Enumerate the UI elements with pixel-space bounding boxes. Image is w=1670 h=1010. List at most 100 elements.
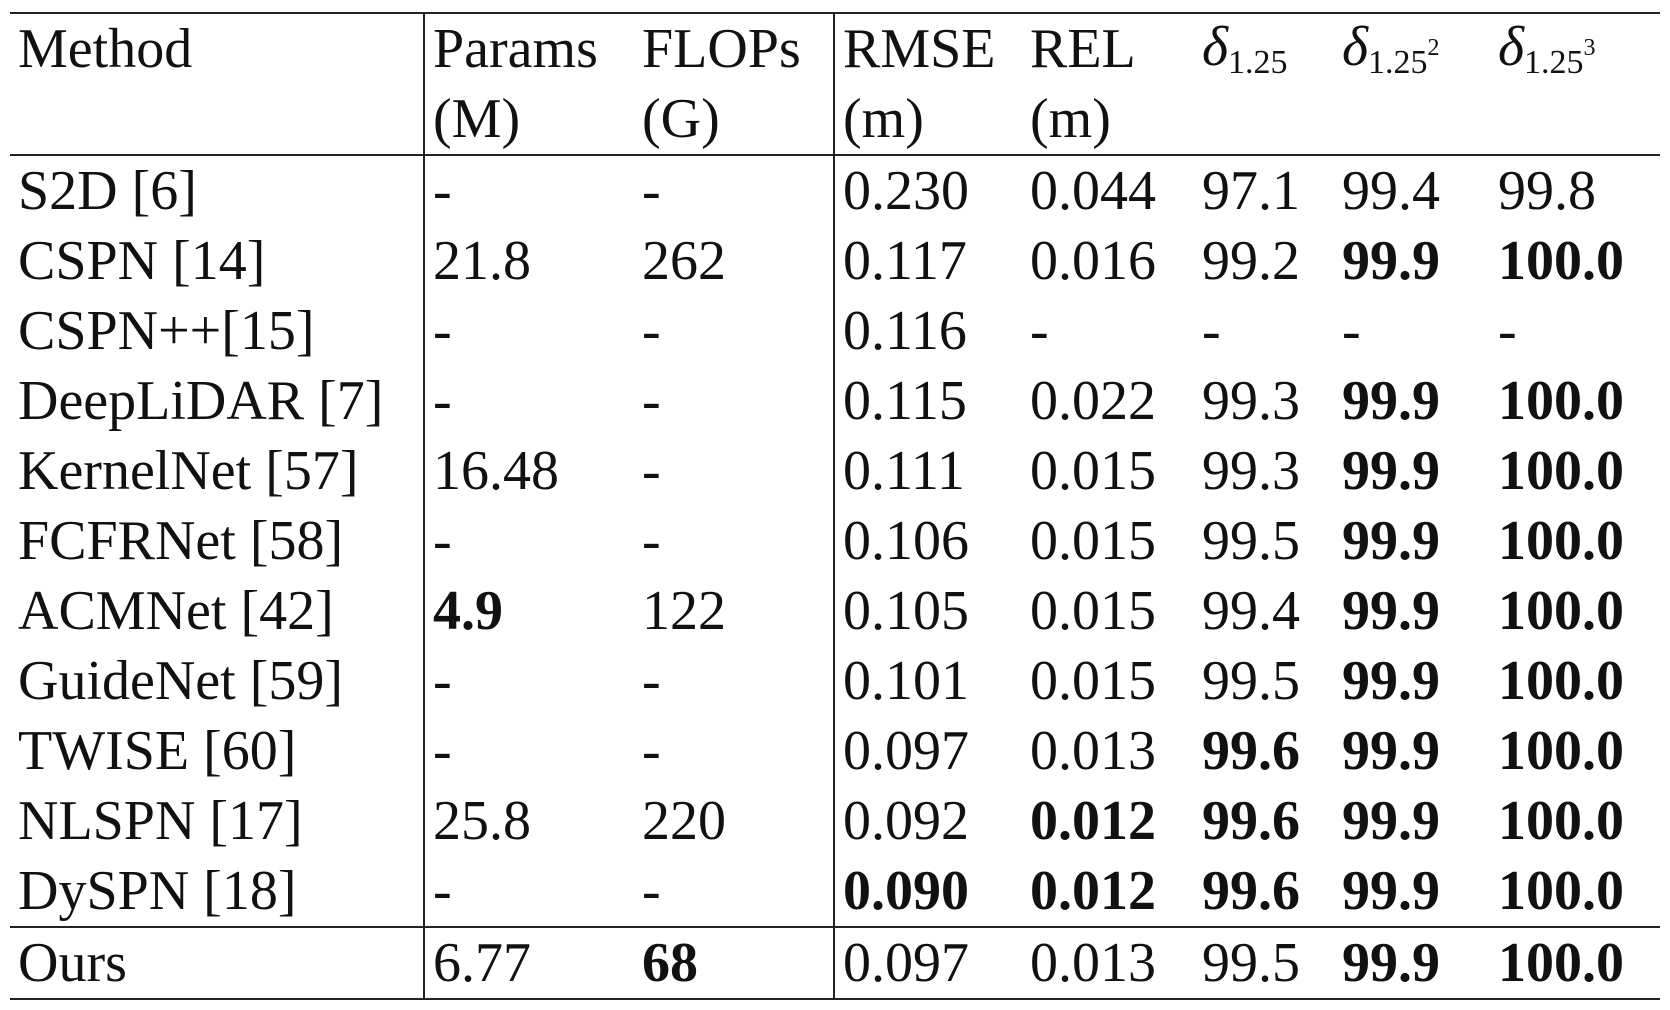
table-row: S2D [6] - - 0.230 0.044 97.1 99.4 99.8 [10,155,1660,226]
header-method: Method [18,18,193,80]
delta-symbol: δ [1342,15,1369,78]
cell-delta-3: 100.0 [1498,932,1624,994]
cell-rmse: 0.115 [833,366,1022,436]
delta-1-subscript: 1.25 [1228,43,1288,81]
cell-delta-1: - [1202,300,1221,362]
delta-3-subscript: 1.253 [1524,36,1596,81]
cell-method: NLSPN [17] [18,790,303,852]
cell-delta-3: 100.0 [1498,230,1624,292]
cell-rel: 0.013 [1030,932,1156,994]
header-rmse-unit: (m) [833,84,1022,155]
cell-params: 4.9 [423,576,634,646]
cell-delta-3: 100.0 [1498,440,1624,502]
header-delta-1-unit [1194,84,1334,155]
cell-delta-2: 99.9 [1342,510,1440,572]
cell-delta-2: 99.9 [1342,230,1440,292]
cell-delta-3: 100.0 [1498,370,1624,432]
cell-rmse: 0.117 [833,226,1022,296]
cell-delta-3: 100.0 [1498,790,1624,852]
delta-3-base: 1.25 [1524,43,1584,81]
cell-method: ACMNet [42] [18,580,334,642]
table-row-ours: Ours 6.77 68 0.097 0.013 99.5 99.9 100.0 [10,927,1660,999]
cell-flops: - [642,440,661,502]
cell-flops: - [642,300,661,362]
header-row-2: (M) (G) (m) (m) [10,84,1660,155]
header-rel-unit: (m) [1030,88,1111,150]
cell-delta-1: 99.4 [1202,580,1300,642]
table-row: FCFRNet [58] - - 0.106 0.015 99.5 99.9 1… [10,506,1660,576]
header-method-unit [10,84,424,155]
cell-rel: 0.013 [1030,720,1156,782]
cell-delta-3: 99.8 [1498,160,1596,222]
table-body: S2D [6] - - 0.230 0.044 97.1 99.4 99.8 C… [10,155,1660,927]
header-row-1: Method Params FLOPs RMSE REL δ1.25 δ1.25… [10,13,1660,84]
cell-params: - [423,856,634,927]
cell-method: KernelNet [57] [18,440,359,502]
header-params-unit: (M) [423,84,634,155]
cell-method: FCFRNet [58] [18,510,344,572]
header-rmse: RMSE [833,13,1022,84]
cell-params: - [423,155,634,226]
header-delta-1: δ1.25 [1194,13,1334,84]
cell-params: - [423,646,634,716]
cell-rmse: 0.116 [833,296,1022,366]
delta-symbol: δ [1498,15,1525,78]
cell-flops: 122 [642,580,726,642]
cell-delta-2: 99.9 [1342,440,1440,502]
cell-delta-2: 99.9 [1342,370,1440,432]
cell-method: DeepLiDAR [7] [18,370,384,432]
header-delta-2-unit [1334,84,1490,155]
cell-method: S2D [6] [18,160,197,222]
header-rel: REL [1030,18,1136,80]
cell-method: CSPN++[15] [18,300,315,362]
cell-delta-1: 99.2 [1202,230,1300,292]
cell-rel: 0.015 [1030,650,1156,712]
cell-delta-1: 99.6 [1202,860,1300,922]
cell-method: Ours [18,932,127,994]
cell-rel: 0.044 [1030,160,1156,222]
table-row: CSPN++[15] - - 0.116 - - - - [10,296,1660,366]
cell-params: 6.77 [423,927,634,999]
cell-delta-2: 99.4 [1342,160,1440,222]
cell-rel: 0.012 [1030,860,1156,922]
table-row: KernelNet [57] 16.48 - 0.111 0.015 99.3 … [10,436,1660,506]
cell-flops: 220 [642,790,726,852]
cell-flops: - [642,160,661,222]
cell-rel: 0.015 [1030,580,1156,642]
cell-rel: - [1030,300,1049,362]
cell-rel: 0.015 [1030,510,1156,572]
cell-rmse: 0.111 [833,436,1022,506]
cell-rel: 0.022 [1030,370,1156,432]
table-row: DeepLiDAR [7] - - 0.115 0.022 99.3 99.9 … [10,366,1660,436]
cell-delta-2: 99.9 [1342,580,1440,642]
cell-delta-3: 100.0 [1498,510,1624,572]
cell-delta-2: 99.9 [1342,720,1440,782]
table-row: CSPN [14] 21.8 262 0.117 0.016 99.2 99.9… [10,226,1660,296]
cell-delta-3: 100.0 [1498,720,1624,782]
cell-method: GuideNet [59] [18,650,344,712]
cell-flops: - [642,860,661,922]
cell-delta-1: 99.6 [1202,790,1300,852]
cell-delta-2: 99.9 [1342,790,1440,852]
cell-params: 21.8 [423,226,634,296]
cell-params: - [423,296,634,366]
cell-delta-1: 99.3 [1202,440,1300,502]
cell-delta-1: 99.5 [1202,932,1300,994]
cell-method: CSPN [14] [18,230,266,292]
table-row: ACMNet [42] 4.9 122 0.105 0.015 99.4 99.… [10,576,1660,646]
delta-symbol: δ [1202,15,1229,78]
cell-flops: - [642,720,661,782]
cell-rmse: 0.090 [833,856,1022,927]
header-delta-2: δ1.252 [1334,13,1490,84]
cell-rel: 0.015 [1030,440,1156,502]
table-header: Method Params FLOPs RMSE REL δ1.25 δ1.25… [10,13,1660,155]
cell-delta-1: 99.5 [1202,510,1300,572]
delta-3-exponent: 3 [1583,34,1596,61]
cell-params: - [423,506,634,576]
cell-flops: 262 [642,230,726,292]
cell-rmse: 0.097 [833,927,1022,999]
cell-delta-3: 100.0 [1498,580,1624,642]
table-row: TWISE [60] - - 0.097 0.013 99.6 99.9 100… [10,716,1660,786]
delta-2-exponent: 2 [1427,34,1440,61]
delta-2-subscript: 1.252 [1368,36,1440,81]
